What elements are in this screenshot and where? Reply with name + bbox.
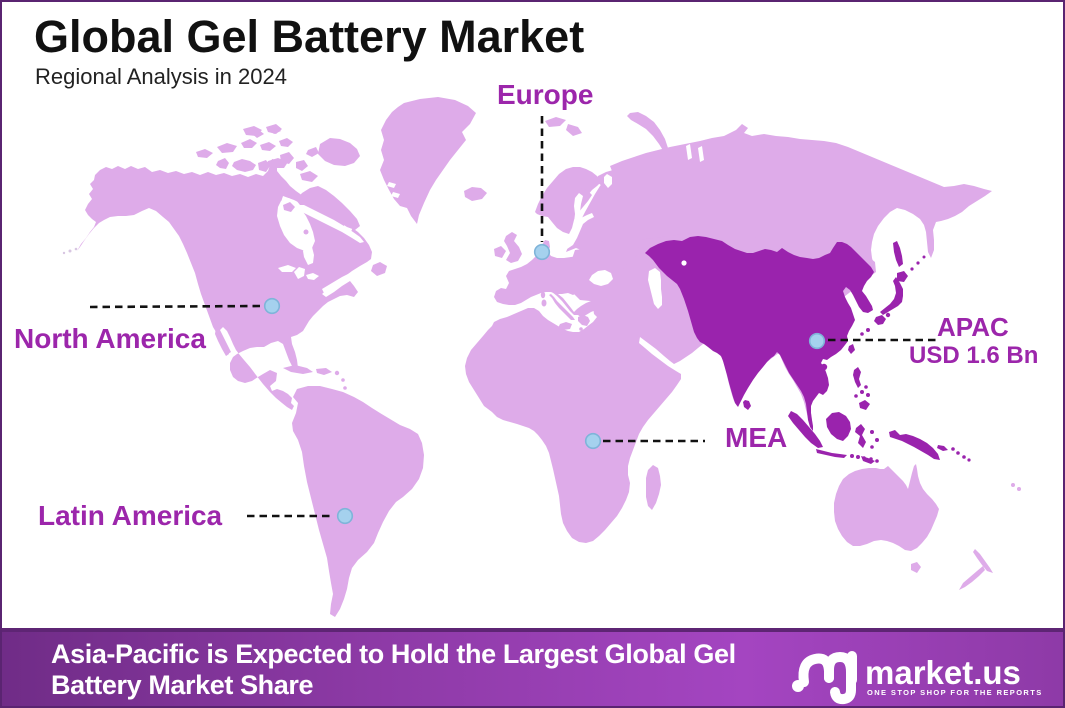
svg-text:ONE STOP SHOP FOR THE REPORTS: ONE STOP SHOP FOR THE REPORTS — [867, 688, 1043, 697]
svg-text:market.us: market.us — [865, 654, 1021, 691]
